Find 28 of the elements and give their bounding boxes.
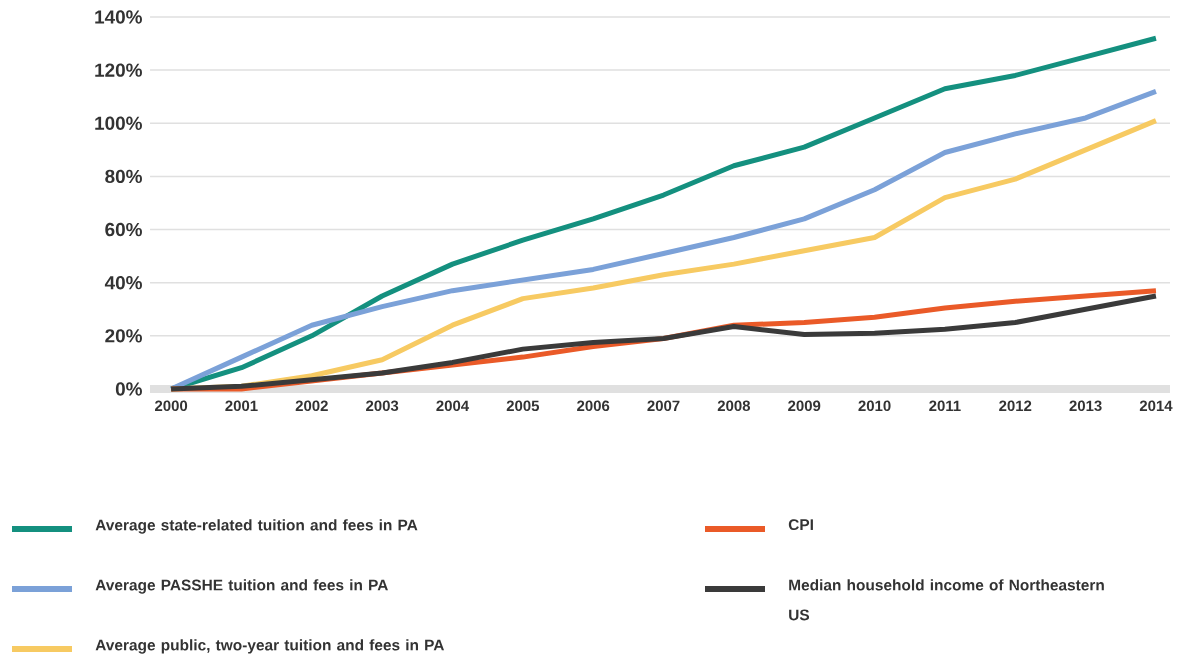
- y-tick-label: 100%: [95, 116, 142, 130]
- legend-label: Average public, two-year tuition and fees in PA: [95, 639, 445, 654]
- x-tick-label: 2000: [155, 400, 188, 412]
- legend-label: Average PASSHE tuition and fees in PA: [95, 579, 388, 594]
- y-tick-label: 140%: [95, 10, 142, 24]
- x-tick-label: 2008: [717, 400, 751, 412]
- x-tick-label: 2011: [929, 400, 961, 412]
- x-tick-label: 2010: [858, 400, 891, 412]
- x-tick-label: 2002: [295, 400, 328, 412]
- x-tick-label: 2009: [788, 400, 821, 412]
- y-tick-label: 20%: [105, 329, 142, 343]
- legend-label: Average state-related tuition and fees in PA: [95, 519, 418, 534]
- x-tick-label: 2013: [1069, 400, 1102, 412]
- y-tick-label: 60%: [105, 222, 142, 237]
- y-tick-label: 0%: [115, 382, 142, 396]
- text: Median household income of Northeastern US: [789, 579, 1104, 621]
- legend-label: CPI: [788, 519, 813, 531]
- y-tick-label: 40%: [104, 275, 142, 290]
- y-tick-label: 120%: [95, 63, 142, 77]
- x-tick-label: 2001: [225, 400, 258, 412]
- x-tick-label: 2006: [577, 400, 610, 412]
- x-tick-label: 2014: [1139, 400, 1173, 412]
- x-tick-label: 2004: [436, 400, 470, 412]
- x-tick-label: 2007: [647, 400, 680, 412]
- x-tick-label: 2012: [999, 400, 1032, 412]
- x-tick-label: 2005: [506, 400, 540, 412]
- y-tick-label: 80%: [105, 169, 142, 184]
- x-tick-label: 2003: [366, 400, 399, 412]
